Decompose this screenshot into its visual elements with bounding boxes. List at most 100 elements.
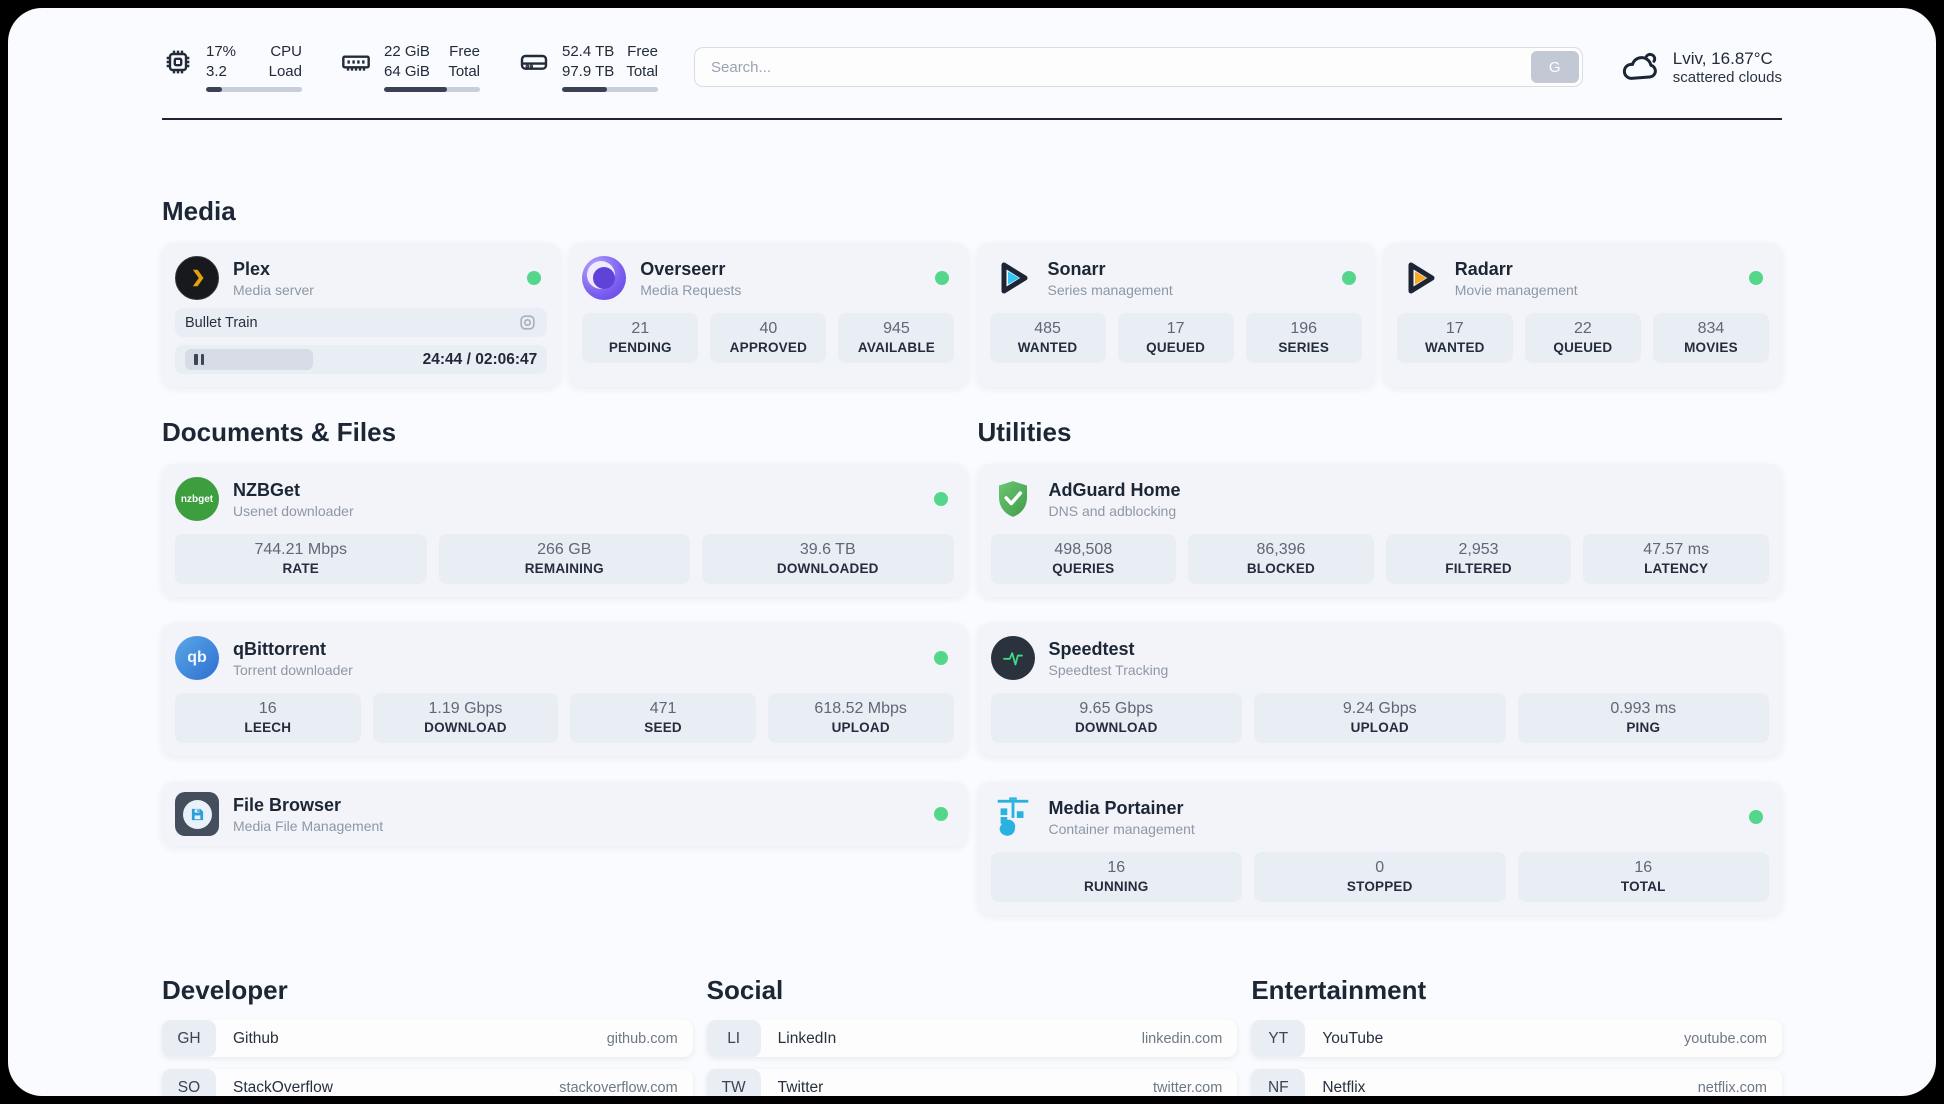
- app-card-portainer[interactable]: Media Portainer Container management 16 R…: [977, 782, 1782, 915]
- app-card-plex[interactable]: Plex Media server Bullet Train 24:44 / 0…: [162, 243, 561, 387]
- app-subtitle: Media Requests: [640, 281, 742, 298]
- stat-box: 485 WANTED: [989, 313, 1106, 363]
- bookmark-netflix[interactable]: NF Netflix netflix.com: [1251, 1069, 1782, 1096]
- stat-box: 9.65 Gbps DOWNLOAD: [990, 693, 1242, 743]
- bookmark-abbr: NF: [1251, 1069, 1306, 1096]
- storage-labels: Free Total: [626, 43, 658, 80]
- app-card-adguard[interactable]: AdGuard Home DNS and adblocking 498,508 Q…: [977, 464, 1782, 597]
- app-subtitle: Torrent downloader: [233, 661, 353, 678]
- radarr-icon: [1397, 256, 1441, 300]
- app-title: qBittorrent: [233, 638, 326, 659]
- now-playing-title: Bullet Train: [185, 314, 258, 331]
- stat-box: 2,953 FILTERED: [1385, 534, 1572, 584]
- app-title: Sonarr: [1047, 258, 1106, 279]
- status-online-dot: [1341, 271, 1356, 285]
- overseerr-icon: [582, 256, 627, 300]
- memory-labels: Free Total: [448, 43, 480, 80]
- stat-box: 196 SERIES: [1245, 313, 1362, 363]
- app-subtitle: Usenet downloader: [233, 502, 354, 519]
- session-icon[interactable]: [518, 313, 537, 332]
- stat-box: 498,508 QUERIES: [990, 534, 1177, 584]
- top-bar: 17% 3.2 CPU Load: [162, 8, 1782, 92]
- portainer-icon: [991, 795, 1035, 839]
- bookmark-abbr: SO: [162, 1069, 216, 1096]
- cpu-stat: 17% 3.2 CPU Load: [162, 42, 302, 92]
- now-playing-row: Bullet Train: [175, 308, 548, 337]
- search-input[interactable]: [694, 47, 1583, 87]
- stat-box: 16 LEECH: [175, 693, 361, 743]
- section-title-utilities: Utilities: [977, 417, 1072, 447]
- system-stats: 17% 3.2 CPU Load: [162, 42, 658, 92]
- app-card-filebrowser[interactable]: File Browser Media File Management: [162, 782, 967, 846]
- speedtest-icon: [990, 636, 1035, 680]
- cpu-values: 17% 3.2: [206, 43, 237, 80]
- weather-condition: scattered clouds: [1672, 68, 1782, 86]
- stat-box: 9.24 Gbps UPLOAD: [1254, 693, 1506, 743]
- memory-stat: 22 GiB 64 GiB Free Total: [340, 42, 480, 92]
- stat-box: 0 STOPPED: [1254, 852, 1506, 902]
- status-online-dot: [933, 492, 948, 506]
- bookmark-url: github.com: [606, 1030, 678, 1047]
- bookmark-url: netflix.com: [1697, 1079, 1767, 1096]
- bookmark-name: Netflix: [1322, 1078, 1366, 1096]
- section-title-developer: Developer: [162, 975, 288, 1005]
- app-card-qbittorrent[interactable]: qb qBittorrent Torrent downloader 16 LEEC…: [162, 623, 967, 756]
- storage-values: 52.4 TB 97.9 TB: [562, 43, 615, 80]
- memory-values: 22 GiB 64 GiB: [384, 43, 430, 80]
- bookmark-abbr: TW: [706, 1069, 761, 1096]
- app-subtitle: Series management: [1047, 281, 1173, 298]
- app-title: Plex: [233, 258, 271, 279]
- status-online-dot: [527, 271, 542, 285]
- pause-indicator[interactable]: [185, 349, 313, 370]
- stat-box: 471 SEED: [570, 693, 756, 743]
- bookmark-abbr: YT: [1251, 1020, 1306, 1057]
- app-subtitle: Container management: [1048, 820, 1195, 837]
- sonarr-icon: [990, 256, 1034, 300]
- app-card-sonarr[interactable]: Sonarr Series management 485 WANTED 17 QUE…: [976, 243, 1375, 387]
- dashboard-window: 17% 3.2 CPU Load: [8, 8, 1936, 1096]
- memory-progress: [384, 87, 480, 92]
- search-engine-button[interactable]: G: [1530, 51, 1579, 83]
- cloud-icon: [1622, 52, 1657, 80]
- section-title-media: Media: [162, 196, 236, 226]
- bookmark-twitter[interactable]: TW Twitter twitter.com: [706, 1069, 1238, 1096]
- weather-widget: Lviv, 16.87°C scattered clouds: [1619, 46, 1782, 88]
- bookmark-linkedin[interactable]: LI LinkedIn linkedin.com: [706, 1020, 1238, 1057]
- qbittorrent-icon: qb: [175, 636, 219, 680]
- bookmark-url: stackoverflow.com: [559, 1079, 678, 1096]
- app-card-nzbget[interactable]: nzbget NZBGet Usenet downloader 744.21 M…: [162, 464, 967, 597]
- stat-box: 945 AVAILABLE: [838, 313, 955, 363]
- app-title: NZBGet: [233, 479, 300, 500]
- cpu-labels: CPU Load: [268, 43, 302, 80]
- app-subtitle: Media server: [233, 281, 314, 298]
- stat-box: 744.21 Mbps RATE: [175, 534, 427, 584]
- app-subtitle: Media File Management: [233, 817, 384, 834]
- bookmark-github[interactable]: GH Github github.com: [162, 1020, 693, 1057]
- bookmark-name: LinkedIn: [777, 1029, 837, 1047]
- app-title: Radarr: [1454, 258, 1513, 279]
- bookmark-stackoverflow[interactable]: SO StackOverflow stackoverflow.com: [162, 1069, 693, 1096]
- stat-box: 16 TOTAL: [1517, 852, 1769, 902]
- app-subtitle: Speedtest Tracking: [1048, 661, 1169, 678]
- disk-icon: [520, 54, 548, 70]
- bookmark-youtube[interactable]: YT YouTube youtube.com: [1251, 1020, 1782, 1057]
- header-divider: [162, 118, 1782, 120]
- status-online-dot: [1749, 271, 1763, 285]
- app-title: Speedtest: [1048, 638, 1135, 659]
- bookmark-name: YouTube: [1322, 1029, 1384, 1047]
- playback-row: 24:44 / 02:06:47: [175, 345, 548, 374]
- adguard-icon: [991, 477, 1035, 521]
- app-title: Media Portainer: [1048, 797, 1184, 818]
- cpu-icon: [166, 50, 190, 73]
- app-card-overseerr[interactable]: Overseerr Media Requests 21 PENDING 40 APP…: [569, 243, 968, 387]
- app-card-speedtest[interactable]: Speedtest Speedtest Tracking 9.65 Gbps DO…: [977, 623, 1782, 756]
- stat-box: 39.6 TB DOWNLOADED: [702, 534, 954, 584]
- stat-box: 17 QUEUED: [1117, 313, 1234, 363]
- stat-box: 47.57 ms LATENCY: [1583, 534, 1769, 584]
- bookmark-name: Github: [233, 1029, 279, 1047]
- stat-box: 22 QUEUED: [1524, 313, 1641, 363]
- stat-box: 16 RUNNING: [990, 852, 1242, 902]
- bookmark-url: linkedin.com: [1141, 1030, 1223, 1047]
- playback-time: 24:44 / 02:06:47: [422, 350, 538, 368]
- app-card-radarr[interactable]: Radarr Movie management 17 WANTED 22 QUEUE…: [1383, 243, 1782, 387]
